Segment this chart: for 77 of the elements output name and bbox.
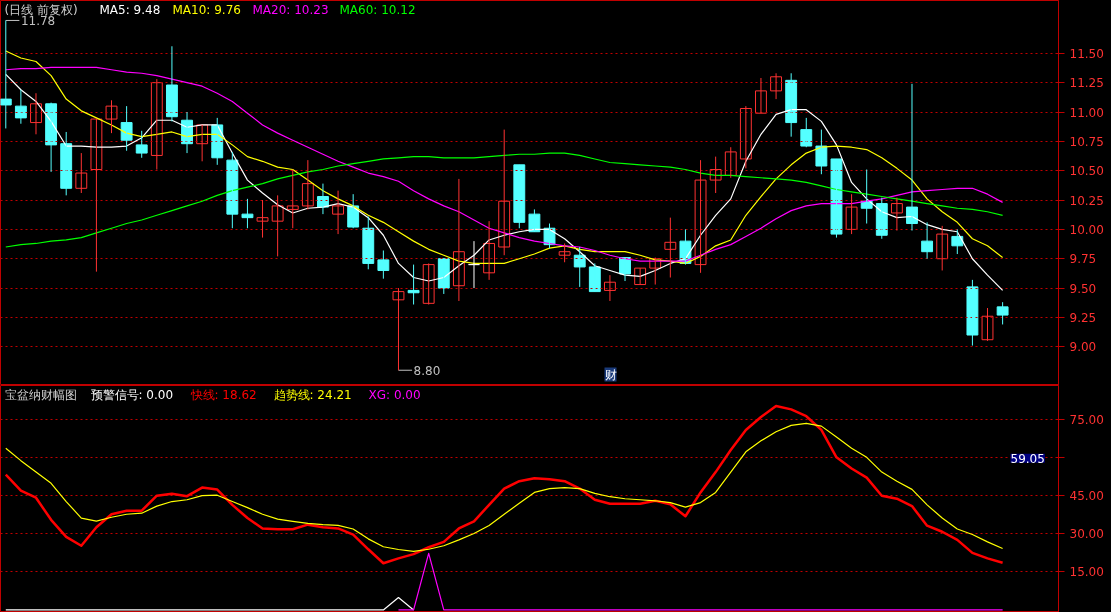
candlestick [996, 301, 1009, 325]
annotation: 8.80 [413, 363, 441, 378]
candlestick [256, 199, 269, 239]
candlestick [603, 274, 616, 302]
candlestick [196, 124, 209, 162]
candlestick [649, 257, 662, 286]
candlestick [362, 215, 375, 270]
candlestick [135, 130, 148, 159]
text: MA20: 10.23 [252, 2, 329, 17]
y-tick-label: 9.25 [1069, 310, 1097, 325]
y-tick-label: 9.00 [1069, 340, 1097, 355]
candlestick [422, 262, 435, 306]
candlestick [75, 152, 88, 194]
candlestick [800, 117, 813, 148]
candlestick [377, 250, 390, 280]
candlestick [709, 156, 722, 194]
y-tick-label: 75.00 [1069, 413, 1104, 428]
y-tick-label: 15.00 [1069, 565, 1104, 580]
y-tick-label: 11.50 [1069, 46, 1104, 61]
candlestick [739, 105, 752, 169]
candlestick [332, 190, 344, 235]
candlestick [286, 169, 299, 229]
candlestick [981, 307, 994, 342]
text: MA5: 9.48 [99, 2, 161, 17]
candlestick [770, 72, 782, 100]
text: MA10: 9.76 [172, 2, 241, 17]
text: 预警信号: 0.00 [90, 387, 174, 402]
y-tick-label: 10.50 [1069, 164, 1104, 179]
text: 59.05 [1010, 451, 1045, 466]
candlestick [468, 240, 480, 289]
y-tick-label: 10.75 [1069, 134, 1104, 149]
text: XG: 0.00 [368, 387, 421, 402]
candlestick [664, 217, 677, 279]
y-tick-label: 10.25 [1069, 193, 1104, 208]
candlestick [105, 99, 118, 134]
candlestick [271, 194, 284, 257]
candlestick [966, 279, 979, 347]
chart-title: 宝盆纳财幅图 [4, 387, 77, 402]
y-tick-label: 10.00 [1069, 222, 1104, 237]
candlestick [483, 220, 496, 281]
candlestick [241, 198, 254, 229]
line-series [5, 73, 1004, 292]
line-series [5, 422, 1004, 552]
y-tick-label: 30.00 [1069, 527, 1104, 542]
candlestick [30, 92, 42, 135]
candlestick [815, 129, 828, 175]
candlestick [724, 146, 737, 179]
y-tick-label: 9.50 [1069, 281, 1097, 296]
candlestick [845, 193, 858, 235]
line-series [5, 152, 1004, 248]
candlestick [936, 225, 949, 271]
candlestick [694, 159, 707, 274]
text: 趋势线: 24.21 [273, 387, 352, 402]
y-tick-label: 9.75 [1069, 252, 1097, 267]
candlestick [890, 197, 903, 232]
candlestick [60, 131, 73, 196]
y-tick-label: 11.00 [1069, 105, 1104, 120]
candlestick [150, 78, 163, 171]
candlestick [634, 267, 647, 286]
candlestick [407, 264, 420, 306]
candlestick [452, 178, 465, 302]
candlestick [830, 158, 843, 239]
candlestick [392, 287, 405, 371]
text: 快线: 18.62 [189, 387, 257, 402]
candlestick [588, 262, 601, 293]
candlestick [498, 129, 511, 256]
candlestick [513, 164, 526, 229]
annotation: 财 [604, 367, 617, 382]
candlestick [558, 242, 571, 263]
text: MA60: 10.12 [339, 2, 416, 17]
candlestick [301, 159, 314, 210]
line-series [4, 404, 1004, 565]
candlestick [755, 77, 767, 114]
candlestick [0, 19, 12, 129]
candlestick [90, 118, 103, 273]
y-tick-label: 11.25 [1069, 76, 1104, 91]
y-tick-label: 45.00 [1069, 489, 1104, 504]
